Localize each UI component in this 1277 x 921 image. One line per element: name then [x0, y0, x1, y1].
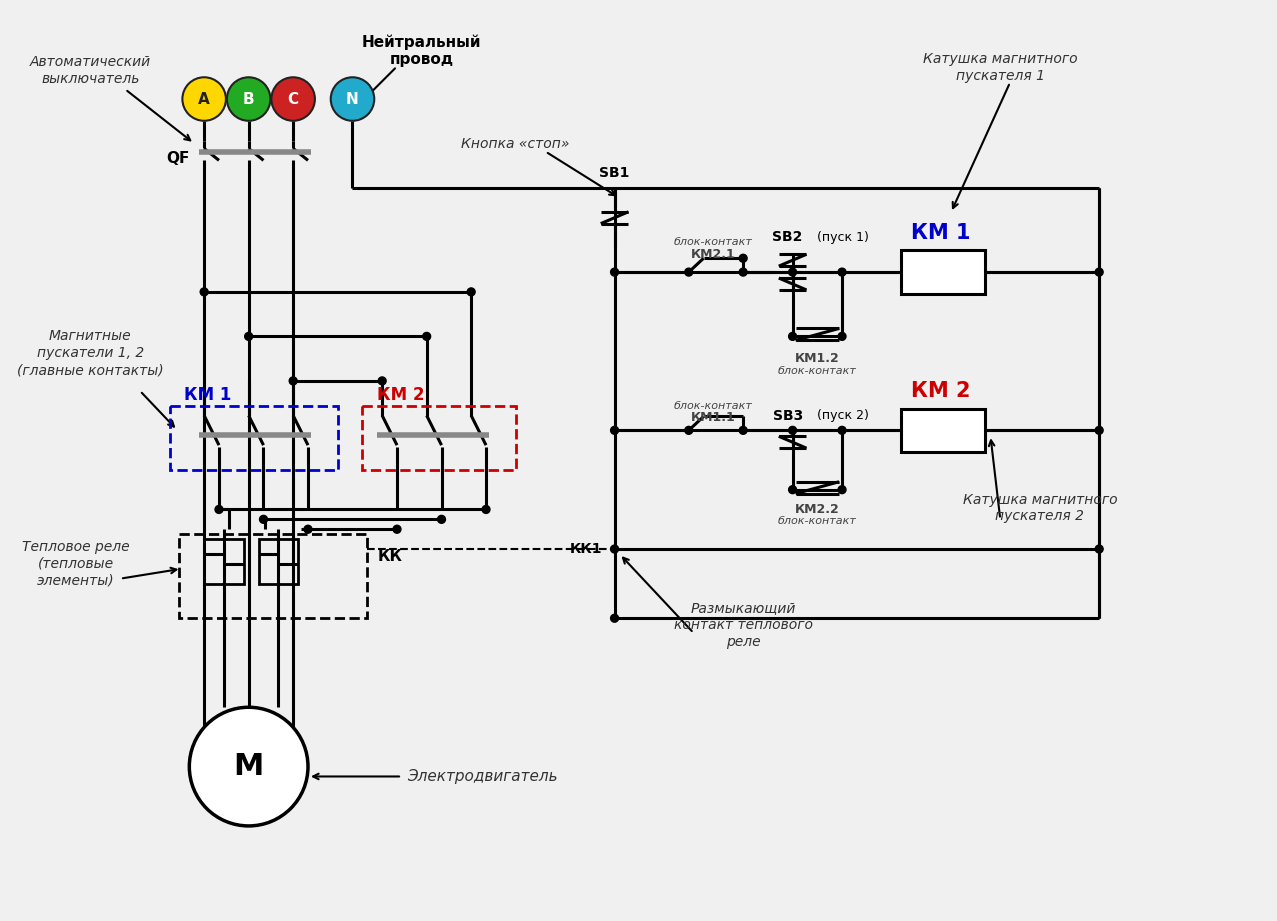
Circle shape: [393, 525, 401, 533]
Circle shape: [1096, 426, 1103, 435]
Circle shape: [789, 268, 797, 276]
Circle shape: [304, 525, 312, 533]
Text: КМ2.1: КМ2.1: [691, 248, 736, 261]
Circle shape: [789, 485, 797, 494]
Text: выключатель: выключатель: [41, 72, 139, 87]
Text: КК1: КК1: [571, 542, 603, 556]
Circle shape: [1096, 545, 1103, 553]
Circle shape: [215, 506, 223, 513]
Text: Кнопка «стоп»: Кнопка «стоп»: [461, 136, 570, 150]
Text: C: C: [287, 91, 299, 107]
Circle shape: [289, 377, 298, 385]
Circle shape: [838, 268, 845, 276]
Text: КМ 1: КМ 1: [184, 386, 231, 403]
Bar: [902, 409, 986, 452]
Text: Магнитные: Магнитные: [49, 330, 132, 344]
Circle shape: [739, 268, 747, 276]
Circle shape: [838, 332, 845, 341]
Circle shape: [610, 614, 618, 623]
Text: КМ 2: КМ 2: [377, 386, 425, 403]
Circle shape: [684, 268, 692, 276]
Circle shape: [189, 707, 308, 826]
Text: М: М: [234, 752, 264, 781]
Text: Автоматический: Автоматический: [29, 55, 151, 69]
Text: (главные контакты): (главные контакты): [17, 363, 163, 377]
Circle shape: [331, 77, 374, 121]
Text: пускателя 2: пускателя 2: [995, 509, 1084, 523]
Circle shape: [481, 506, 490, 513]
Text: контакт теплового: контакт теплового: [674, 618, 812, 632]
Circle shape: [200, 288, 208, 296]
Circle shape: [610, 545, 618, 553]
Text: SB2: SB2: [773, 230, 803, 244]
Text: Нейтральный: Нейтральный: [361, 35, 481, 51]
Circle shape: [227, 77, 271, 121]
Circle shape: [378, 377, 386, 385]
Text: пускателя 1: пускателя 1: [955, 69, 1045, 83]
Text: блок-контакт: блок-контакт: [778, 517, 857, 526]
Text: КМ1.1: КМ1.1: [691, 411, 736, 424]
Text: A: A: [198, 91, 209, 107]
Text: блок-контакт: блок-контакт: [674, 238, 753, 248]
Text: реле: реле: [725, 635, 761, 649]
Text: SB3: SB3: [773, 409, 803, 423]
Circle shape: [789, 332, 797, 341]
Circle shape: [838, 485, 845, 494]
Text: QF: QF: [166, 151, 189, 166]
Circle shape: [423, 332, 430, 341]
Text: КМ 2: КМ 2: [912, 380, 971, 401]
Circle shape: [739, 426, 747, 435]
Bar: [902, 251, 986, 294]
Circle shape: [438, 516, 446, 523]
Text: КК: КК: [377, 550, 402, 565]
Circle shape: [838, 426, 845, 435]
Text: SB1: SB1: [599, 166, 630, 181]
Text: Электродвигатель: Электродвигатель: [407, 769, 558, 784]
Text: КМ1.2: КМ1.2: [796, 352, 840, 365]
Circle shape: [789, 426, 797, 435]
Text: КМ2.2: КМ2.2: [796, 503, 840, 516]
Text: блок-контакт: блок-контакт: [778, 366, 857, 376]
Circle shape: [272, 77, 315, 121]
Text: Катушка магнитного: Катушка магнитного: [963, 493, 1117, 507]
Circle shape: [610, 268, 618, 276]
Text: КМ 1: КМ 1: [912, 223, 971, 242]
Circle shape: [610, 426, 618, 435]
Bar: [258, 539, 298, 584]
Circle shape: [739, 254, 747, 262]
Text: блок-контакт: блок-контакт: [674, 401, 753, 411]
Text: (тепловые: (тепловые: [37, 557, 114, 571]
Text: (пуск 1): (пуск 1): [817, 231, 870, 244]
Text: B: B: [243, 91, 254, 107]
Text: Размыкающий: Размыкающий: [691, 601, 796, 615]
Text: N: N: [346, 91, 359, 107]
Circle shape: [1096, 268, 1103, 276]
Circle shape: [684, 426, 692, 435]
Text: Катушка магнитного: Катушка магнитного: [923, 52, 1078, 66]
Text: провод: провод: [389, 52, 453, 67]
Circle shape: [245, 332, 253, 341]
Bar: [204, 539, 244, 584]
Circle shape: [183, 77, 226, 121]
Text: пускатели 1, 2: пускатели 1, 2: [37, 346, 144, 360]
Text: (пуск 2): (пуск 2): [817, 409, 870, 422]
Text: элементы): элементы): [37, 574, 115, 588]
Circle shape: [467, 288, 475, 296]
Text: Тепловое реле: Тепловое реле: [22, 540, 129, 554]
Circle shape: [259, 516, 267, 523]
